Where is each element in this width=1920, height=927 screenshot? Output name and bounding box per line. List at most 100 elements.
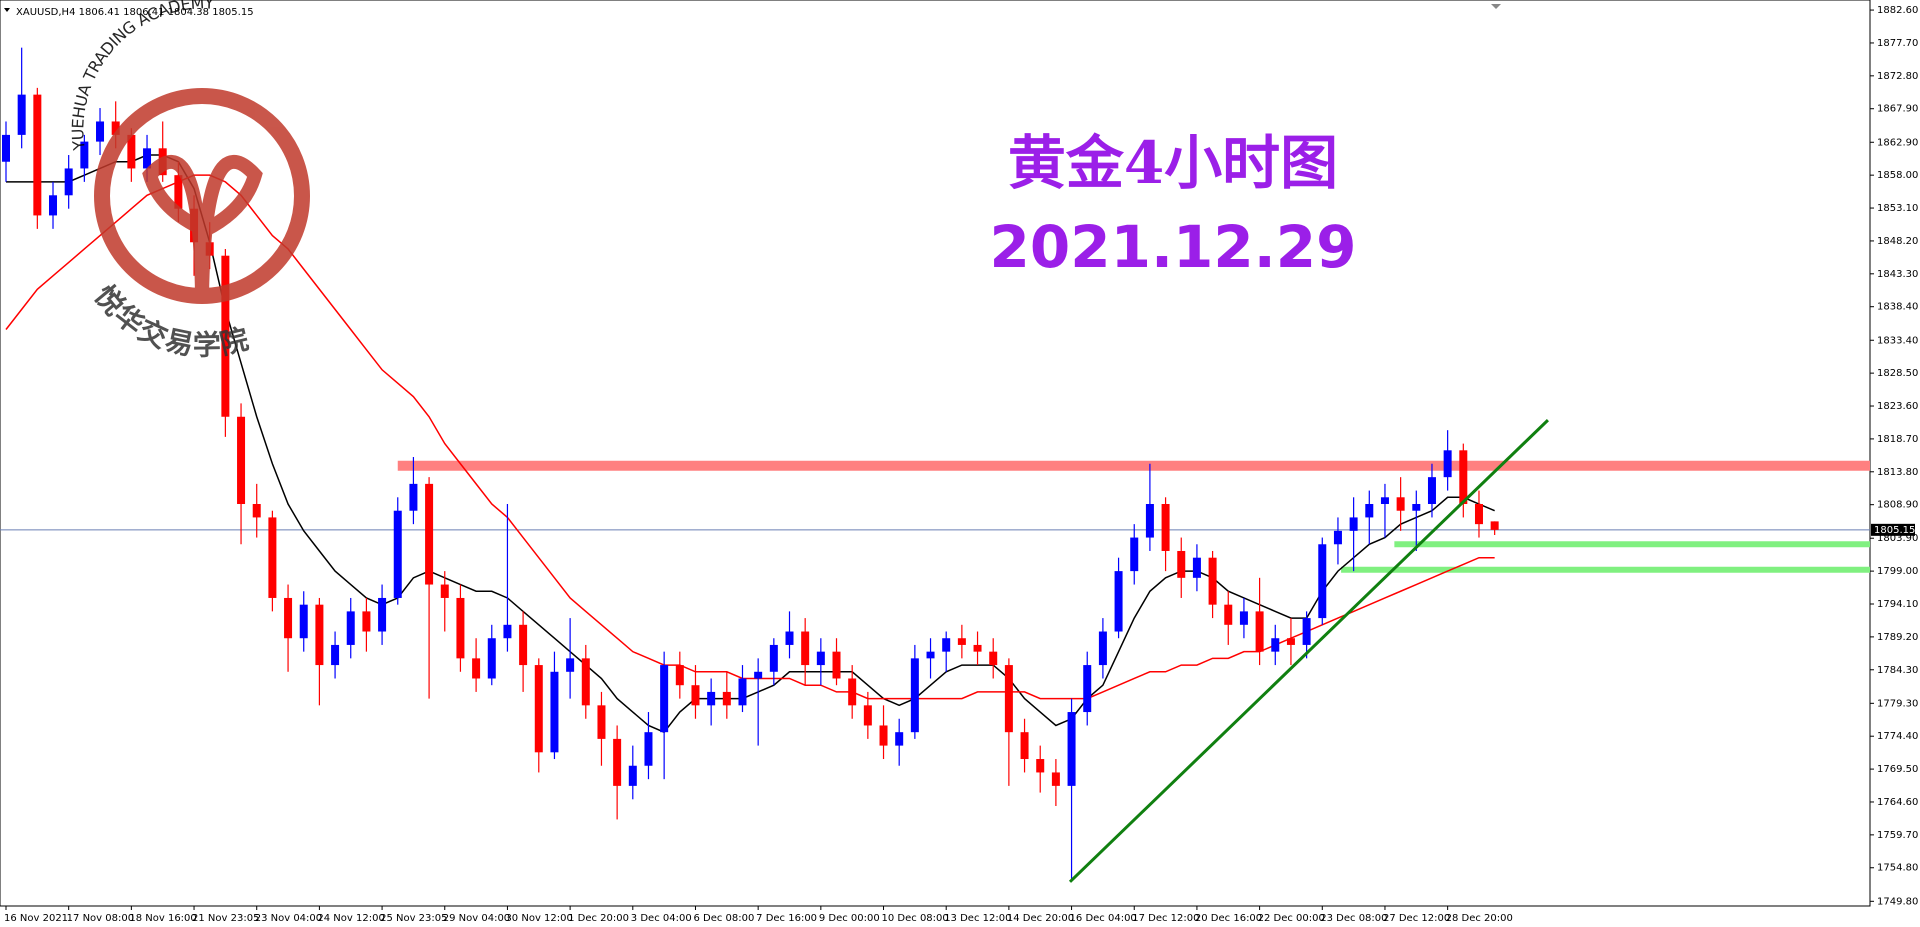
candle-body (973, 644, 982, 652)
candle-body (832, 651, 841, 679)
candle-body (378, 597, 387, 632)
candle-body (1333, 530, 1342, 545)
x-tick-label: 17 Dec 12:00 (1132, 913, 1199, 924)
y-tick-label: 1838.40 (1877, 302, 1918, 313)
candle-body (1067, 712, 1076, 786)
candle-body (252, 504, 261, 518)
candle-body (1365, 504, 1374, 518)
candle-body (957, 638, 966, 645)
candle-body (534, 665, 543, 753)
x-tick-label: 23 Dec 08:00 (1320, 913, 1387, 924)
logo-shape (142, 155, 263, 297)
candle-body (440, 584, 449, 598)
candle-body (143, 148, 152, 169)
price-tag-label: 1805.15 (1874, 525, 1915, 536)
candle-body (64, 168, 73, 196)
candle-body (754, 671, 763, 679)
y-tick-label: 1853.10 (1877, 203, 1918, 214)
candle-body (1443, 450, 1452, 478)
x-tick-label: 16 Dec 04:00 (1070, 913, 1137, 924)
x-tick-label: 25 Nov 23:05 (380, 913, 447, 924)
y-tick-label: 1833.40 (1877, 335, 1918, 346)
y-tick-label: 1813.80 (1877, 467, 1918, 478)
candle-body (96, 121, 105, 142)
candle-body (17, 94, 26, 135)
candle-body (738, 678, 747, 706)
x-tick-label: 20 Dec 16:00 (1195, 913, 1262, 924)
candle-body (1224, 604, 1233, 625)
candle-body (1098, 631, 1107, 666)
candle-body (2, 134, 10, 162)
candle-body (268, 517, 277, 598)
candle-body (550, 671, 559, 753)
y-tick-label: 1749.80 (1877, 896, 1918, 907)
candle-body (1286, 638, 1295, 645)
y-tick-label: 1877.70 (1877, 38, 1918, 49)
candle-body (487, 638, 496, 679)
trendline (1068, 419, 1549, 883)
candle-body (879, 725, 888, 746)
candle-body (1114, 571, 1123, 632)
price-tag (1871, 523, 1915, 536)
candle-body (895, 732, 904, 746)
candle-body (801, 631, 810, 666)
x-tick-label: 10 Dec 08:00 (882, 913, 949, 924)
candle-body (1255, 611, 1264, 652)
x-tick-label: 13 Dec 12:00 (944, 913, 1011, 924)
candle-body (597, 705, 606, 739)
candle-body (1349, 517, 1358, 531)
candle-body (1412, 504, 1421, 511)
candle-body (816, 651, 825, 666)
candle-body (1145, 504, 1154, 538)
y-tick-label: 1858.00 (1877, 170, 1918, 181)
candle-body (989, 651, 998, 666)
candle-body (1208, 557, 1217, 605)
y-tick-label: 1774.40 (1877, 731, 1918, 742)
candle-body (1239, 611, 1248, 625)
y-tick-label: 1789.20 (1877, 632, 1918, 643)
annotation-date: 2021.12.29 (990, 213, 1357, 281)
candle-body (644, 732, 653, 766)
candle-body (1490, 521, 1499, 530)
candle-body (1051, 772, 1060, 786)
candle-body (1020, 732, 1029, 760)
candle-body (221, 255, 230, 417)
candle-body (409, 483, 418, 511)
candle-body (1161, 504, 1170, 551)
ma-line (5, 174, 1495, 700)
candle-body (1396, 497, 1405, 511)
candle-body (1177, 550, 1186, 578)
candle-body (284, 597, 293, 639)
x-tick-label: 14 Dec 20:00 (1007, 913, 1074, 924)
candle-body (1130, 537, 1139, 572)
chart-title: XAUUSD,H4 1806.41 1806.41 1804.38 1805.1… (16, 7, 254, 18)
y-tick-label: 1872.80 (1877, 71, 1918, 82)
x-tick-label: 7 Dec 16:00 (756, 913, 817, 924)
y-tick-label: 1803.90 (1877, 533, 1918, 544)
candle-body (1459, 450, 1468, 505)
candle-body (660, 665, 669, 733)
candle-body (80, 141, 89, 169)
candle-body (675, 665, 684, 686)
y-tick-label: 1882.60 (1877, 5, 1918, 16)
candle-body (1302, 618, 1311, 645)
x-tick-label: 23 Nov 04:00 (255, 913, 322, 924)
x-tick-label: 9 Dec 00:00 (819, 913, 880, 924)
candle-body (299, 604, 308, 639)
y-tick-label: 1759.70 (1877, 830, 1918, 841)
candle-body (1036, 759, 1045, 773)
candle-body (346, 611, 355, 645)
candle-body (613, 738, 622, 786)
candle-body (362, 611, 371, 632)
y-tick-label: 1779.30 (1877, 698, 1918, 709)
candle-body (425, 483, 434, 585)
candle-body (1380, 497, 1389, 505)
candle-body (503, 624, 512, 639)
annotation-title: 黄金4小时图 (1008, 129, 1338, 197)
candle-body (111, 121, 120, 135)
y-tick-label: 1754.80 (1877, 863, 1918, 874)
y-tick-label: 1784.30 (1877, 665, 1918, 676)
y-tick-label: 1823.60 (1877, 401, 1918, 412)
candle-body (519, 624, 528, 666)
y-tick-label: 1862.90 (1877, 137, 1918, 148)
